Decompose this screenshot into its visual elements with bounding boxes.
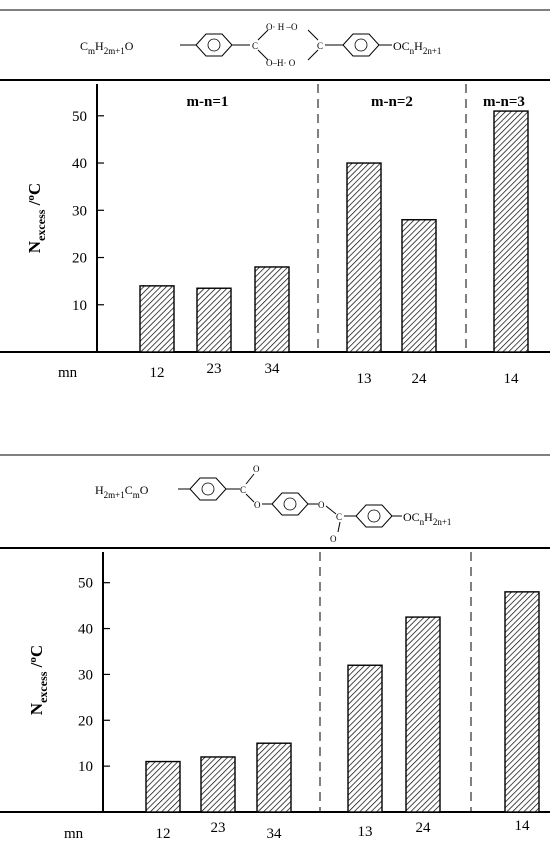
- panel1-category-label: 34: [265, 361, 281, 377]
- panel1-x-prefix: mn: [58, 365, 78, 381]
- benzene-ring-1: [189, 477, 227, 501]
- panel2-category-label: 34: [267, 826, 283, 842]
- panel1-ytick-label: 10: [72, 298, 87, 314]
- panel1-bar-23: [196, 287, 232, 353]
- panel1-category-label: 14: [504, 371, 520, 387]
- panel2-category-label: 24: [416, 820, 432, 836]
- svg-text:C: C: [240, 485, 246, 495]
- panel1-group-label: m-n=2: [371, 94, 413, 110]
- panel1-left-chain: CmH2m+1O: [80, 39, 134, 56]
- panel2-bar-12: [145, 760, 181, 813]
- panel2-bar-23: [200, 756, 236, 813]
- svg-text:C: C: [252, 41, 258, 51]
- panel2-ytick-label: 40: [78, 622, 93, 638]
- panel2-bar-13: [347, 664, 383, 813]
- svg-text:O: O: [253, 464, 260, 474]
- panel1-ytick-label: 30: [72, 203, 87, 219]
- panel1-group-label: m-n=1: [187, 94, 229, 110]
- panel1-bar-24: [401, 219, 437, 353]
- panel2-bar-34: [256, 742, 292, 813]
- panel1-group-label: m-n=3: [483, 94, 525, 110]
- panel2-right-chain: OCnH2n+1: [403, 510, 451, 527]
- panel2-ytick-label: 10: [78, 759, 93, 775]
- panel2-ytick-label: 30: [78, 667, 93, 683]
- panel2-bar-14: [504, 591, 540, 813]
- panel1-ytick-label: 20: [72, 251, 87, 267]
- svg-text:C: C: [317, 41, 323, 51]
- panel2-category-label: 13: [358, 824, 373, 840]
- panel1-category-label: 24: [412, 371, 428, 387]
- panel2-category-label: 23: [211, 820, 226, 836]
- svg-text:O: O: [330, 534, 337, 544]
- svg-text:O: O: [254, 500, 261, 510]
- panel1-bar-34: [254, 266, 290, 353]
- h-bond-top: O· H –O: [266, 22, 298, 32]
- svg-text:C: C: [336, 512, 342, 522]
- panel1-category-label: 12: [150, 365, 165, 381]
- panel2-ytick-label: 20: [78, 713, 93, 729]
- panel1-ytick-label: 50: [72, 109, 87, 125]
- panel1-category-label: 13: [357, 371, 372, 387]
- panel1-bar-12: [139, 285, 175, 353]
- panel2-ytick-label: 50: [78, 576, 93, 592]
- panel2-bar-24: [405, 616, 441, 813]
- benzene-ring-2: [271, 492, 309, 516]
- panel2-y-axis-label: Nexcess /oC: [27, 645, 50, 715]
- panel1-ytick-label: 40: [72, 156, 87, 172]
- benzene-ring-right: [342, 33, 380, 57]
- panel2-category-label: 12: [156, 826, 171, 842]
- panel1-bar-13: [346, 162, 382, 353]
- benzene-ring-left: [195, 33, 233, 57]
- h-bond-bottom: O–H· O: [266, 58, 296, 68]
- benzene-ring-3: [355, 504, 393, 528]
- panel2-x-prefix: mn: [64, 826, 84, 842]
- svg-text:O: O: [318, 500, 325, 510]
- panel1-category-label: 23: [207, 361, 222, 377]
- chart-layer: 10 20 30 40 50 Nexcess /oC mn 12 23 34 m-n=1 13 24 m-…: [0, 84, 550, 842]
- panel1-y-axis-label: Nexcess /oC: [25, 183, 48, 253]
- panel2-category-label: 14: [515, 818, 531, 834]
- panel1-header: CmH2m+1O C O· H –O O–H· O C OCnH2n+1: [0, 9, 550, 81]
- panel1-right-chain: OCnH2n+1: [393, 39, 441, 56]
- panel2-left-chain: H2m+1CmO: [95, 483, 149, 500]
- panel2-header: H2m+1CmO C O O O C O OCnH2n+1: [0, 454, 550, 549]
- panel1-bar-14: [493, 110, 529, 353]
